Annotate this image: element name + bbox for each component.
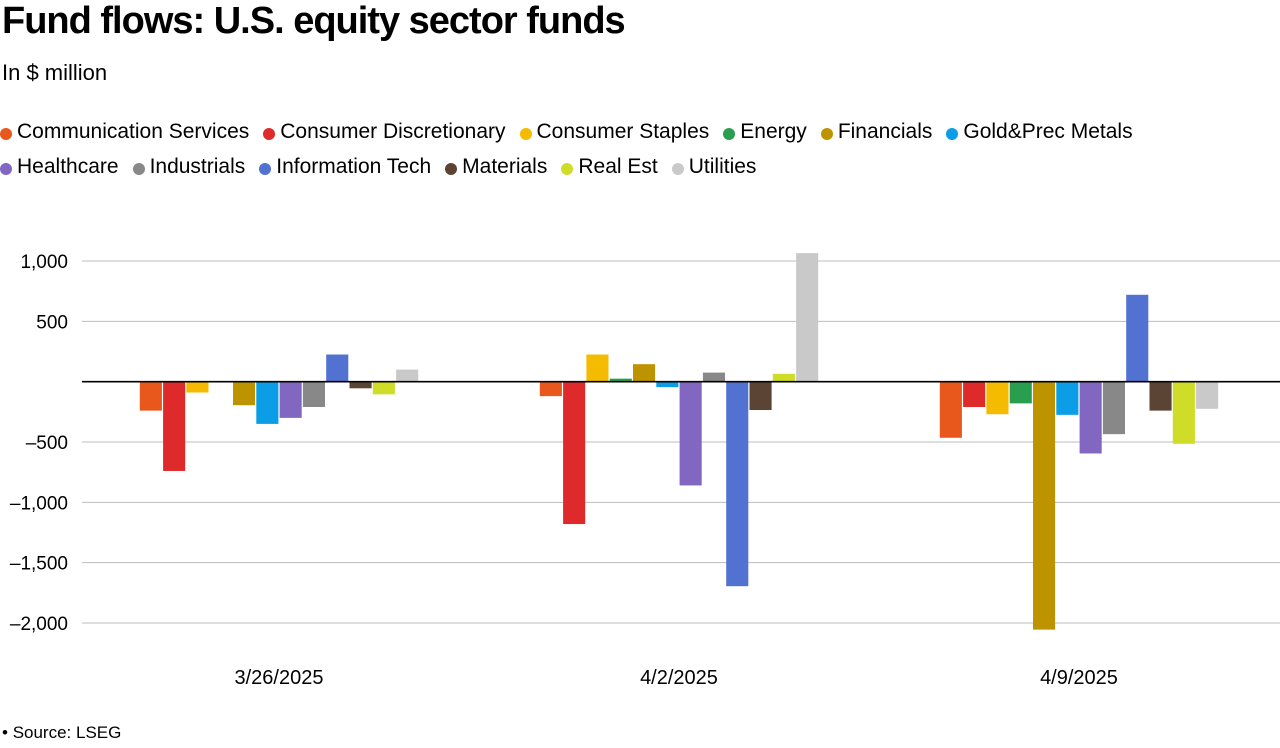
legend-swatch: [820, 127, 833, 140]
legend-label: Financials: [837, 120, 933, 143]
legend-swatch: [0, 127, 12, 140]
legend-item: Consumer Staples: [519, 120, 710, 144]
y-tick-label: 1,000: [20, 252, 68, 273]
bar: [702, 372, 725, 382]
bar: [609, 378, 632, 382]
y-tick-label: –2,000: [10, 614, 68, 635]
bar: [986, 381, 1009, 415]
legend-label: Consumer Staples: [536, 120, 710, 143]
x-tick-label: 4/2/2025: [640, 667, 718, 689]
legend-item: Gold&Prec Metals: [946, 120, 1133, 144]
bar: [539, 381, 562, 397]
legend-label: Information Tech: [276, 155, 432, 178]
legend-swatch: [445, 162, 458, 175]
legend-swatch: [259, 162, 272, 175]
bar: [326, 354, 349, 382]
source-bullet: •: [2, 723, 8, 742]
bar: [563, 381, 586, 525]
source-note: • Source: LSEG: [2, 723, 121, 743]
bar: [939, 381, 962, 438]
legend-item: Consumer Discretionary: [263, 120, 506, 144]
y-tick-label: –1,500: [10, 554, 68, 575]
legend-swatch: [671, 162, 684, 175]
bar: [1033, 381, 1056, 630]
legend-item: Energy: [723, 120, 807, 144]
legend-label: Energy: [740, 120, 807, 143]
legend-label: Gold&Prec Metals: [963, 120, 1133, 143]
legend-label: Healthcare: [17, 155, 119, 178]
y-tick-label: –500: [26, 433, 68, 454]
legend-item: Industrials: [132, 155, 246, 179]
bar: [1102, 381, 1125, 435]
legend-item: Healthcare: [0, 155, 119, 179]
legend-item: Utilities: [671, 155, 757, 179]
legend-label: Consumer Discretionary: [280, 120, 506, 143]
bar: [679, 381, 702, 486]
bar: [396, 369, 419, 382]
source-text: Source: LSEG: [12, 723, 122, 742]
legend-label: Communication Services: [17, 120, 250, 143]
y-tick-label: –1,000: [10, 493, 68, 514]
legend-label: Industrials: [149, 155, 246, 178]
bar: [139, 381, 162, 411]
x-tick-label: 3/26/2025: [235, 667, 324, 689]
legend-item: Real Est: [561, 155, 658, 179]
legend-item: Information Tech: [259, 155, 431, 179]
legend-swatch: [519, 127, 532, 140]
legend-swatch: [132, 162, 145, 175]
bar: [163, 381, 186, 471]
bar: [279, 381, 302, 418]
bar: [256, 381, 279, 424]
legend-swatch: [946, 127, 959, 140]
legend-swatch: [0, 162, 12, 175]
x-tick-label: 4/9/2025: [1040, 667, 1118, 689]
chart-legend: Communication Services Consumer Discretio…: [0, 120, 1270, 179]
bar: [656, 381, 679, 388]
bar: [302, 381, 325, 408]
legend-label: Real Est: [578, 155, 658, 178]
bar: [233, 381, 256, 406]
legend-label: Materials: [462, 155, 548, 178]
legend-swatch: [561, 162, 574, 175]
bar: [1056, 381, 1079, 415]
legend-swatch: [263, 127, 276, 140]
y-tick-label: 500: [36, 312, 68, 333]
bar: [633, 364, 656, 382]
bar: [1079, 381, 1102, 454]
legend-item: Communication Services: [0, 120, 249, 144]
bar: [349, 381, 372, 389]
legend-item: Financials: [820, 120, 933, 144]
bar: [772, 373, 795, 382]
bar: [726, 381, 749, 587]
bar: [1196, 381, 1219, 409]
bar: [963, 381, 986, 408]
legend-item: Materials: [445, 155, 547, 179]
chart-title: Fund flows: U.S. equity sector funds: [2, 0, 626, 42]
bar: [1149, 381, 1172, 411]
chart-subtitle: In $ million: [2, 60, 108, 85]
bar: [796, 253, 819, 382]
legend-label: Utilities: [688, 155, 757, 178]
bar: [586, 354, 609, 382]
bar: [372, 381, 395, 395]
bar: [749, 381, 772, 411]
bar: [1126, 294, 1149, 382]
bar: [186, 381, 209, 393]
bar: [1009, 381, 1032, 404]
legend-swatch: [723, 127, 736, 140]
bar: [1172, 381, 1195, 444]
